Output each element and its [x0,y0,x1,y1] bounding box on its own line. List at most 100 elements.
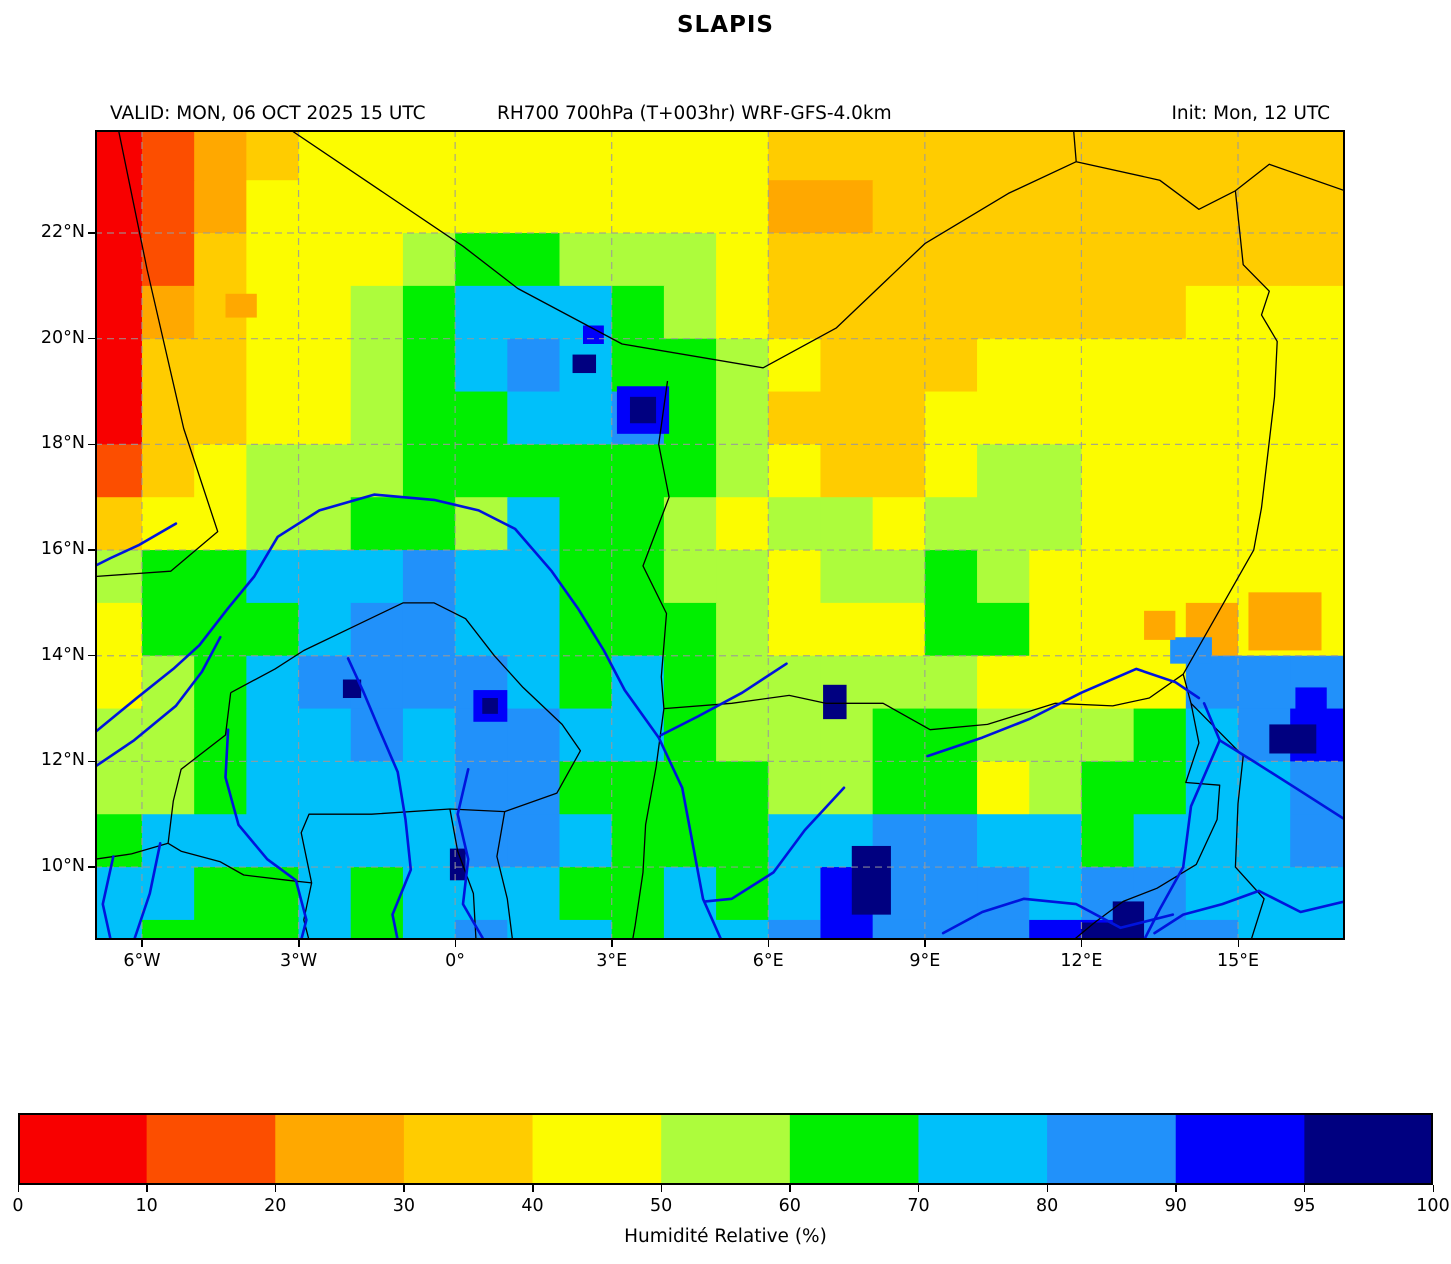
rh-cell [298,180,352,234]
rh-cell [194,444,248,498]
rh-cell [298,130,352,181]
rh-cell [455,391,509,446]
rh-cell [1185,130,1239,181]
colorbar-tick-mark [1303,1185,1306,1192]
rh-cell [663,391,717,446]
rh-cell [716,233,769,287]
x-tick-label: 9°E [909,951,941,971]
colorbar-tick-mark [403,1185,405,1192]
rh-cell [194,867,248,921]
rh-cell [1029,233,1083,287]
rh-cell [977,550,1030,604]
rh-cell [95,550,143,604]
rh-cell [924,867,978,921]
rh-cell [768,708,822,763]
colorbar-tick-mark [274,1185,277,1192]
rh-cell [141,444,195,498]
rh-cell [95,867,143,921]
rh-cell [1185,444,1239,498]
rh-cell [663,655,717,710]
rh-cell [768,130,822,181]
y-tick-mark [88,654,95,657]
rh-cell [924,285,978,340]
y-tick-label: 20°N [40,327,85,348]
rh-cell [246,867,300,921]
rh-cell [194,233,248,287]
rh-cell [1290,180,1344,234]
rh-cell [350,602,404,657]
rh-spot [449,848,466,881]
rh-cell [611,233,665,287]
rh-cell [1081,602,1135,657]
rh-cell [611,444,665,498]
rh-cell [507,180,561,234]
rh-cell [141,130,195,181]
colorbar-segment [1304,1113,1433,1185]
rh-cell [246,761,300,815]
colorbar-tick-label: 30 [392,1196,416,1216]
rh-cell [1290,338,1344,393]
rh-cell [507,130,561,181]
rh-cell [246,602,300,657]
rh-cell [1133,814,1187,868]
rh-cell [820,130,874,181]
colorbar-segment [275,1113,405,1185]
rh-cell [350,130,404,181]
rh-cell [768,761,822,815]
rh-cell [663,338,717,393]
valid-time-text: VALID: MON, 06 OCT 2025 15 UTC [110,103,426,124]
rh-cell [350,708,404,763]
rh-cell [872,708,926,763]
rh-spot [851,845,891,915]
rh-cell [716,919,769,940]
rh-cell [611,285,665,340]
rh-cell [1133,497,1187,551]
colorbar-tick-mark [789,1185,791,1192]
rh-cell [663,444,717,498]
rh-cell [350,338,404,393]
rh-cell [977,233,1030,287]
rh-cell [1081,761,1135,815]
rh-cell [1185,814,1239,868]
country-border [663,673,1184,731]
x-tick-label: 0° [445,951,466,971]
rh-spot [1144,610,1176,640]
rh-cell [1133,391,1187,446]
colorbar-tick-mark [17,1185,19,1192]
rh-cell [716,444,769,498]
rh-cell [1081,285,1135,340]
rh-cell [1133,550,1187,604]
y-tick-mark [88,866,95,868]
country-border [631,708,665,940]
rh-cell [611,602,665,657]
rh-cell [768,233,822,287]
rh-cell [1133,285,1187,340]
colorbar-segment [146,1113,276,1185]
rh-cell [1133,180,1187,234]
rh-cell [141,285,195,340]
rh-cell [402,180,456,234]
rh-cell [716,497,769,551]
rh-cell [350,391,404,446]
rh-cell [872,550,926,604]
rh-cell [872,180,926,234]
rh-cell [924,761,978,815]
rh-cell [350,497,404,551]
rh-cell [977,338,1030,393]
y-tick-mark [88,443,95,446]
y-tick-label: 12°N [40,750,85,771]
rh-cell [977,814,1030,868]
rh-cell [663,919,717,940]
rh-cell [977,655,1030,710]
rh-cell [1290,497,1344,551]
rh-cell [298,444,352,498]
colorbar-tick-label: 90 [1164,1196,1187,1216]
rh-cell [663,550,717,604]
country-border [1182,190,1278,704]
rh-cell [716,391,769,446]
rh-cell [298,602,352,657]
river [132,841,162,940]
rh-cell [141,919,195,940]
rh-spot [225,293,257,318]
rh-cell [924,233,978,287]
